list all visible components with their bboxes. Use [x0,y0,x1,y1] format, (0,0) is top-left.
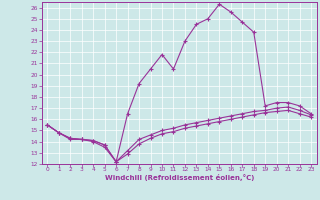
X-axis label: Windchill (Refroidissement éolien,°C): Windchill (Refroidissement éolien,°C) [105,174,254,181]
